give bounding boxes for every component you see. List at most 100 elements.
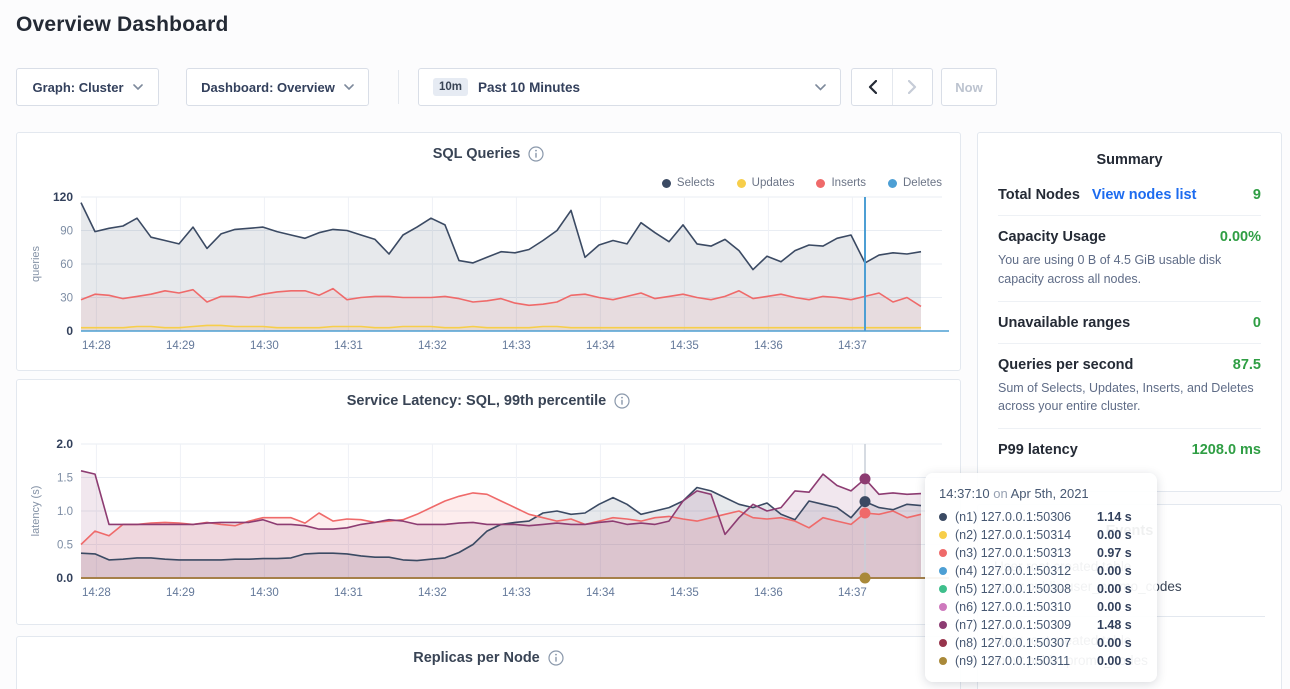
node-color-dot (939, 549, 947, 557)
svg-text:14:28: 14:28 (82, 340, 111, 352)
replicas-per-node-chart-title: Replicas per Node (413, 650, 540, 666)
tooltip-node-row: (n1) 127.0.0.1:503061.14 s (939, 508, 1143, 526)
svg-text:1.0: 1.0 (57, 506, 73, 518)
svg-text:14:33: 14:33 (502, 340, 531, 352)
node-address: (n5) 127.0.0.1:50308 (955, 582, 1097, 596)
legend-item-updates[interactable]: Updates (737, 177, 795, 189)
replicas-per-node-chart-card: Replicas per Node (16, 636, 961, 689)
svg-text:14:35: 14:35 (670, 340, 699, 352)
summary-label: Total Nodes (998, 187, 1080, 203)
node-address: (n3) 127.0.0.1:50313 (955, 546, 1097, 560)
now-button[interactable]: Now (941, 68, 997, 106)
summary-value: 1208.0 ms (1192, 442, 1261, 458)
svg-text:14:29: 14:29 (166, 587, 195, 599)
svg-text:14:37: 14:37 (838, 340, 867, 352)
svg-text:14:37: 14:37 (838, 587, 867, 599)
info-icon[interactable] (548, 650, 564, 666)
summary-value: 0.00% (1220, 229, 1261, 245)
legend-item-deletes[interactable]: Deletes (888, 177, 942, 189)
dashboard-dropdown[interactable]: Dashboard: Overview (186, 68, 369, 106)
summary-value: 87.5 (1233, 357, 1261, 373)
svg-text:14:28: 14:28 (82, 587, 111, 599)
node-address: (n2) 127.0.0.1:50314 (955, 528, 1097, 542)
info-icon[interactable] (614, 393, 630, 409)
legend-label: Inserts (831, 177, 866, 189)
info-icon[interactable] (528, 146, 544, 162)
svg-text:0.0: 0.0 (56, 571, 73, 585)
legend-dot (888, 179, 897, 188)
summary-value: 9 (1253, 187, 1261, 203)
tooltip-node-row: (n9) 127.0.0.1:503110.00 s (939, 652, 1143, 670)
tooltip-node-row: (n3) 127.0.0.1:503130.97 s (939, 544, 1143, 562)
chevron-down-icon (133, 84, 143, 90)
node-color-dot (939, 621, 947, 629)
chevron-down-icon (815, 84, 826, 91)
sql-queries-chart[interactable]: 030609012014:2814:2914:3014:3114:3214:33… (21, 189, 958, 357)
next-time-button[interactable] (892, 69, 932, 105)
sql-queries-chart-title: SQL Queries (433, 146, 521, 162)
service-latency-chart[interactable]: 0.00.51.01.52.014:2814:2914:3014:3114:32… (21, 436, 958, 604)
node-address: (n1) 127.0.0.1:50306 (955, 510, 1097, 524)
svg-text:14:29: 14:29 (166, 340, 195, 352)
time-range-label: Past 10 Minutes (478, 80, 580, 95)
node-color-dot (939, 513, 947, 521)
node-color-dot (939, 639, 947, 647)
legend-item-selects[interactable]: Selects (662, 177, 715, 189)
legend-dot (737, 179, 746, 188)
node-latency-value: 0.00 s (1097, 528, 1132, 542)
node-latency-value: 0.00 s (1097, 564, 1132, 578)
node-address: (n6) 127.0.0.1:50310 (955, 600, 1097, 614)
sql-queries-chart-card: SQL Queries Selects Updates Inserts Deletes… (16, 132, 961, 371)
chart-legend: Selects Updates Inserts Deletes (662, 177, 942, 189)
summary-panel: Summary Total Nodes View nodes list 9 Ca… (977, 132, 1282, 492)
node-latency-value: 0.00 s (1097, 600, 1132, 614)
svg-text:14:35: 14:35 (670, 587, 699, 599)
node-color-dot (939, 531, 947, 539)
svg-text:0: 0 (66, 324, 73, 338)
summary-row-p99-latency: P99 latency 1208.0 ms (998, 428, 1261, 470)
legend-dot (816, 179, 825, 188)
page-title: Overview Dashboard (16, 13, 229, 37)
svg-text:30: 30 (60, 293, 73, 305)
svg-text:14:34: 14:34 (586, 340, 615, 352)
node-address: (n8) 127.0.0.1:50307 (955, 636, 1097, 650)
node-latency-value: 1.48 s (1097, 618, 1132, 632)
dashboard-dropdown-label: Dashboard: Overview (201, 80, 335, 95)
prev-time-button[interactable] (852, 69, 892, 105)
node-latency-value: 0.00 s (1097, 636, 1132, 650)
svg-text:14:34: 14:34 (586, 587, 615, 599)
tooltip-node-row: (n6) 127.0.0.1:503100.00 s (939, 598, 1143, 616)
summary-description: Sum of Selects, Updates, Inserts, and De… (998, 379, 1261, 417)
svg-text:14:31: 14:31 (334, 587, 363, 599)
node-latency-value: 0.00 s (1097, 582, 1132, 596)
svg-text:14:33: 14:33 (502, 587, 531, 599)
time-range-dropdown[interactable]: 10m Past 10 Minutes (418, 68, 841, 106)
summary-title: Summary (978, 133, 1281, 174)
graph-dropdown[interactable]: Graph: Cluster (16, 68, 159, 106)
svg-text:90: 90 (60, 226, 73, 238)
svg-text:2.0: 2.0 (56, 437, 73, 451)
tooltip-timestamp: 14:37:10 on Apr 5th, 2021 (939, 486, 1143, 501)
node-color-dot (939, 603, 947, 611)
time-range-badge: 10m (433, 78, 468, 96)
tooltip-node-row: (n2) 127.0.0.1:503140.00 s (939, 526, 1143, 544)
svg-text:queries: queries (30, 245, 42, 282)
summary-label: Unavailable ranges (998, 315, 1130, 331)
legend-item-inserts[interactable]: Inserts (816, 177, 866, 189)
svg-text:14:31: 14:31 (334, 340, 363, 352)
svg-text:14:30: 14:30 (250, 340, 279, 352)
node-address: (n7) 127.0.0.1:50309 (955, 618, 1097, 632)
summary-value: 0 (1253, 315, 1261, 331)
view-nodes-list-link[interactable]: View nodes list (1092, 187, 1197, 203)
node-color-dot (939, 657, 947, 665)
node-address: (n9) 127.0.0.1:50311 (955, 654, 1097, 668)
legend-label: Selects (677, 177, 715, 189)
summary-label: P99 latency (998, 442, 1078, 458)
svg-text:120: 120 (53, 190, 73, 204)
tooltip-node-row: (n4) 127.0.0.1:503120.00 s (939, 562, 1143, 580)
service-latency-chart-card: Service Latency: SQL, 99th percentile 0.… (16, 379, 961, 625)
service-latency-chart-title: Service Latency: SQL, 99th percentile (347, 393, 607, 409)
time-pager (851, 68, 933, 106)
chart-hover-tooltip: 14:37:10 on Apr 5th, 2021 (n1) 127.0.0.1… (925, 473, 1157, 682)
graph-dropdown-label: Graph: Cluster (32, 80, 123, 95)
